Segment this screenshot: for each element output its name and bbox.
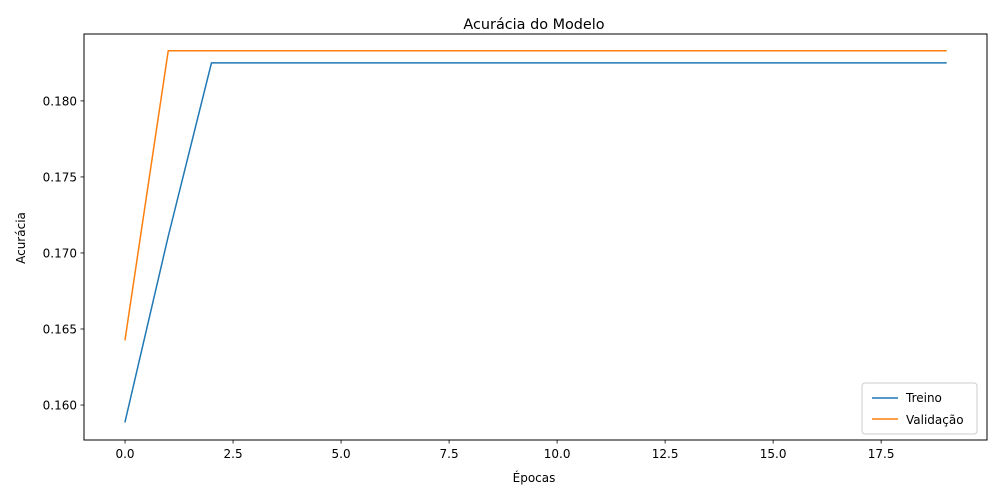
x-tick-label: 5.0 bbox=[332, 447, 351, 461]
y-tick-label: 0.160 bbox=[43, 399, 77, 413]
x-tick-label: 0.0 bbox=[115, 447, 134, 461]
y-tick-label: 0.170 bbox=[43, 246, 77, 260]
y-axis-label: Acurácia bbox=[14, 212, 28, 264]
y-tick-label: 0.165 bbox=[43, 322, 77, 336]
plot-frame bbox=[83, 33, 988, 441]
chart-title: Acurácia do Modelo bbox=[463, 17, 604, 33]
legend-label-treino: Treino bbox=[905, 391, 942, 405]
legend-box bbox=[861, 382, 978, 435]
legend: Treino Validação bbox=[861, 382, 978, 435]
x-axis-ticks: 0.0 2.5 5.0 7.5 10.0 12.5 15.0 17.5 bbox=[115, 440, 895, 461]
x-tick-label: 10.0 bbox=[544, 447, 571, 461]
x-tick-label: 15.0 bbox=[760, 447, 787, 461]
x-tick-label: 17.5 bbox=[868, 447, 895, 461]
x-tick-label: 7.5 bbox=[440, 447, 459, 461]
x-tick-label: 2.5 bbox=[224, 447, 243, 461]
legend-label-validacao: Validação bbox=[906, 413, 964, 427]
series-line-0 bbox=[124, 62, 947, 423]
x-tick-label: 12.5 bbox=[652, 447, 679, 461]
y-tick-label: 0.180 bbox=[43, 94, 77, 108]
plot-lines bbox=[124, 49, 947, 423]
x-axis-label: Épocas bbox=[513, 470, 556, 485]
y-axis-ticks: 0.160 0.165 0.170 0.175 0.180 bbox=[43, 94, 84, 413]
y-tick-label: 0.175 bbox=[43, 170, 77, 184]
series-line-1 bbox=[124, 49, 947, 341]
